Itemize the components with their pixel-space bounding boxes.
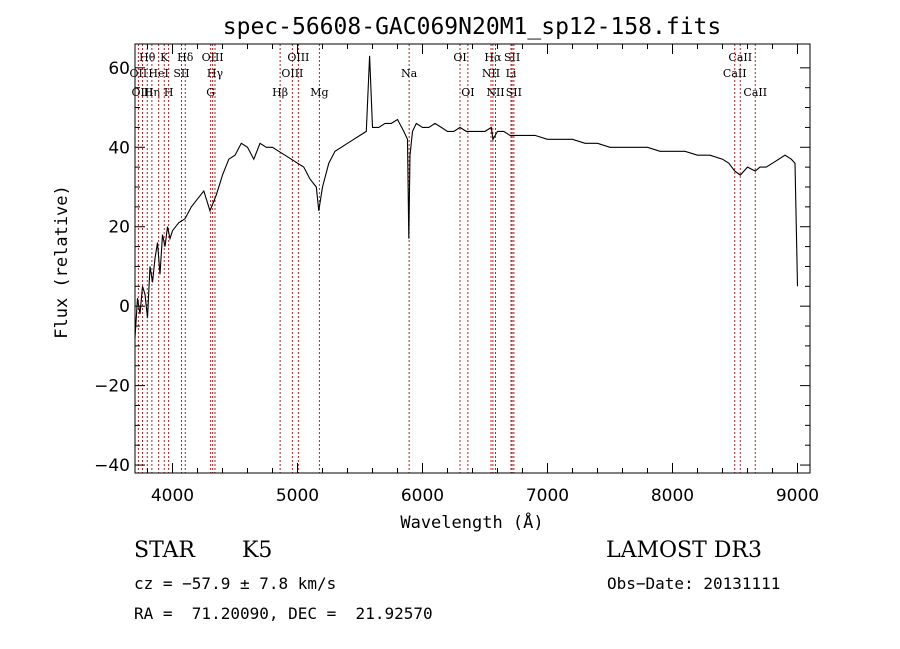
object-class: STAR — [134, 538, 195, 563]
line-marker-label: NII — [482, 67, 500, 80]
line-marker-label: OI — [461, 86, 474, 99]
line-marker-label: OIII — [281, 67, 303, 80]
line-marker-label: SII — [504, 51, 520, 64]
line-marker-label: Hη — [144, 86, 160, 99]
line-marker-label: SII — [173, 67, 189, 80]
line-marker-label: Hβ — [272, 86, 288, 99]
spectrum-line — [134, 55, 799, 338]
y-axis: −40 −20 0 20 40 60 — [94, 59, 810, 476]
line-marker-label: CaII — [743, 86, 767, 99]
plot-frame — [134, 43, 811, 474]
line-marker-label: HeI — [148, 67, 168, 80]
line-marker-label: H — [164, 86, 174, 99]
line-marker-label: SII — [506, 86, 522, 99]
line-marker-label: Hα — [484, 51, 502, 64]
y-tick-label: 60 — [108, 59, 130, 79]
line-marker-label: OIII — [287, 51, 309, 64]
y-tick-label: 40 — [108, 138, 130, 158]
chart-title: spec-56608-GAC069N20M1_sp12-158.fits — [223, 14, 722, 40]
y-tick-label: −20 — [94, 377, 130, 397]
x-tick-label: 6000 — [401, 486, 444, 506]
spectral-subclass: K5 — [242, 538, 273, 563]
y-tick-label: 20 — [108, 218, 130, 238]
line-marker-label: OIII — [202, 51, 224, 64]
x-tick-label: 7000 — [526, 486, 569, 506]
obs-date: Obs−Date: 20131111 — [607, 574, 781, 593]
line-marker-label: OIII — [131, 86, 153, 99]
line-marker-label: OI — [453, 51, 466, 64]
line-marker-label: OII — [130, 67, 148, 80]
y-tick-label: 0 — [119, 297, 130, 317]
x-tick-label: 4000 — [151, 486, 194, 506]
line-marker-label: Li — [506, 67, 517, 80]
line-marker-label: Hδ — [177, 51, 194, 64]
line-marker-label: K — [160, 51, 169, 64]
survey-label: LAMOST DR3 — [606, 538, 762, 563]
line-marker-label: CaII — [728, 51, 752, 64]
y-axis-label: Flux (relative) — [52, 185, 72, 339]
x-axis: 4000 5000 6000 7000 8000 9000 — [147, 44, 819, 506]
redshift-readout: cz = −57.9 ± 7.8 km/s — [134, 574, 337, 593]
line-marker-label: Hθ — [139, 51, 156, 64]
coordinates: RA = 71.20090, DEC = 21.92570 — [134, 604, 433, 623]
x-axis-label: Wavelength (Å) — [400, 511, 543, 533]
spectrum-series — [134, 55, 799, 338]
line-marker-label: Na — [401, 67, 418, 80]
x-tick-label: 8000 — [651, 486, 694, 506]
x-tick-label: 9000 — [776, 486, 819, 506]
line-marker-label: CaII — [723, 67, 747, 80]
y-tick-label: −40 — [94, 456, 130, 476]
line-marker-label: NII — [486, 86, 504, 99]
line-marker-label: Mg — [310, 86, 328, 99]
x-tick-label: 5000 — [276, 486, 319, 506]
line-marker-label: G — [206, 86, 215, 99]
line-marker-label: Hγ — [207, 67, 224, 80]
